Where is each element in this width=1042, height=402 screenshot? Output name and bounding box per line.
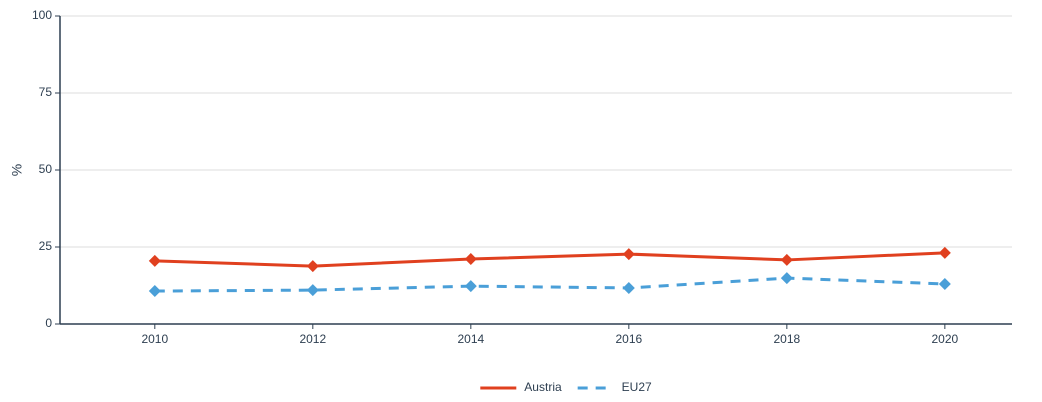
point-marker (622, 281, 635, 294)
legend: Austria EU27 (480, 380, 652, 394)
point-marker (148, 285, 161, 298)
y-tick-label: 100 (32, 8, 52, 22)
series-line (154, 276, 945, 293)
point-marker (464, 253, 477, 266)
y-tick-label: 75 (39, 85, 53, 99)
legend-label: EU27 (622, 380, 652, 394)
x-tick-label: 2014 (457, 332, 484, 346)
point-marker (306, 260, 319, 273)
point-marker (622, 248, 635, 261)
point-marker (938, 277, 951, 290)
series-line (154, 251, 945, 268)
point-marker (148, 254, 161, 267)
point-marker (938, 246, 951, 259)
point-marker (780, 272, 793, 285)
point-marker (780, 253, 793, 266)
y-tick-label: 50 (39, 162, 53, 176)
x-tick-label: 2020 (931, 332, 958, 346)
x-tick-label: 2016 (615, 332, 642, 346)
y-axis-label: % (9, 164, 25, 176)
y-tick-label: 0 (45, 316, 52, 330)
x-tick-label: 2012 (299, 332, 326, 346)
y-tick-label: 25 (39, 239, 53, 253)
x-tick-label: 2010 (141, 332, 168, 346)
point-marker (464, 280, 477, 293)
point-marker (306, 284, 319, 297)
x-tick-label: 2018 (773, 332, 800, 346)
legend-label: Austria (524, 380, 562, 394)
